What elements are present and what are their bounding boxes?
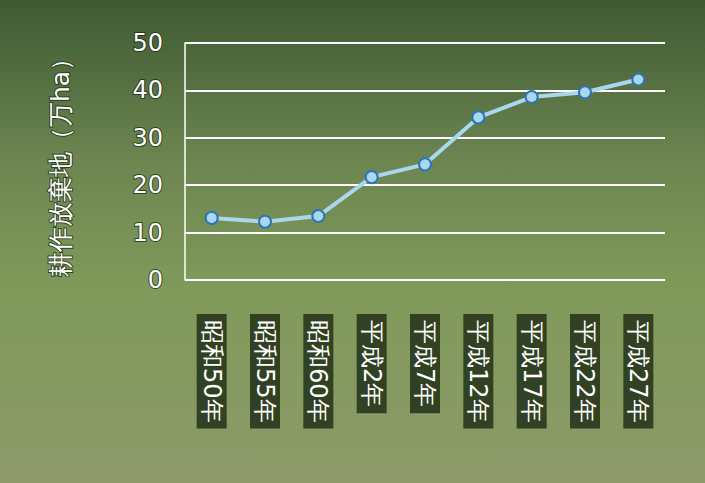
svg-text:平成12年: 平成12年 <box>464 320 492 423</box>
svg-text:平成7年: 平成7年 <box>411 320 439 407</box>
svg-text:平成17年: 平成17年 <box>518 320 546 423</box>
svg-text:10: 10 <box>132 219 163 247</box>
svg-text:50: 50 <box>132 29 163 57</box>
svg-text:平成22年: 平成22年 <box>571 320 599 423</box>
svg-text:30: 30 <box>132 124 163 152</box>
svg-text:平成2年: 平成2年 <box>358 320 386 407</box>
svg-text:平成27年: 平成27年 <box>624 320 652 423</box>
svg-text:昭和50年: 昭和50年 <box>198 320 226 423</box>
svg-text:耕作放棄地（万ha）: 耕作放棄地（万ha） <box>46 46 75 277</box>
svg-text:0: 0 <box>148 266 163 294</box>
svg-text:20: 20 <box>132 171 163 199</box>
svg-text:40: 40 <box>132 76 163 104</box>
svg-text:昭和60年: 昭和60年 <box>304 320 332 423</box>
svg-text:昭和55年: 昭和55年 <box>251 320 279 423</box>
